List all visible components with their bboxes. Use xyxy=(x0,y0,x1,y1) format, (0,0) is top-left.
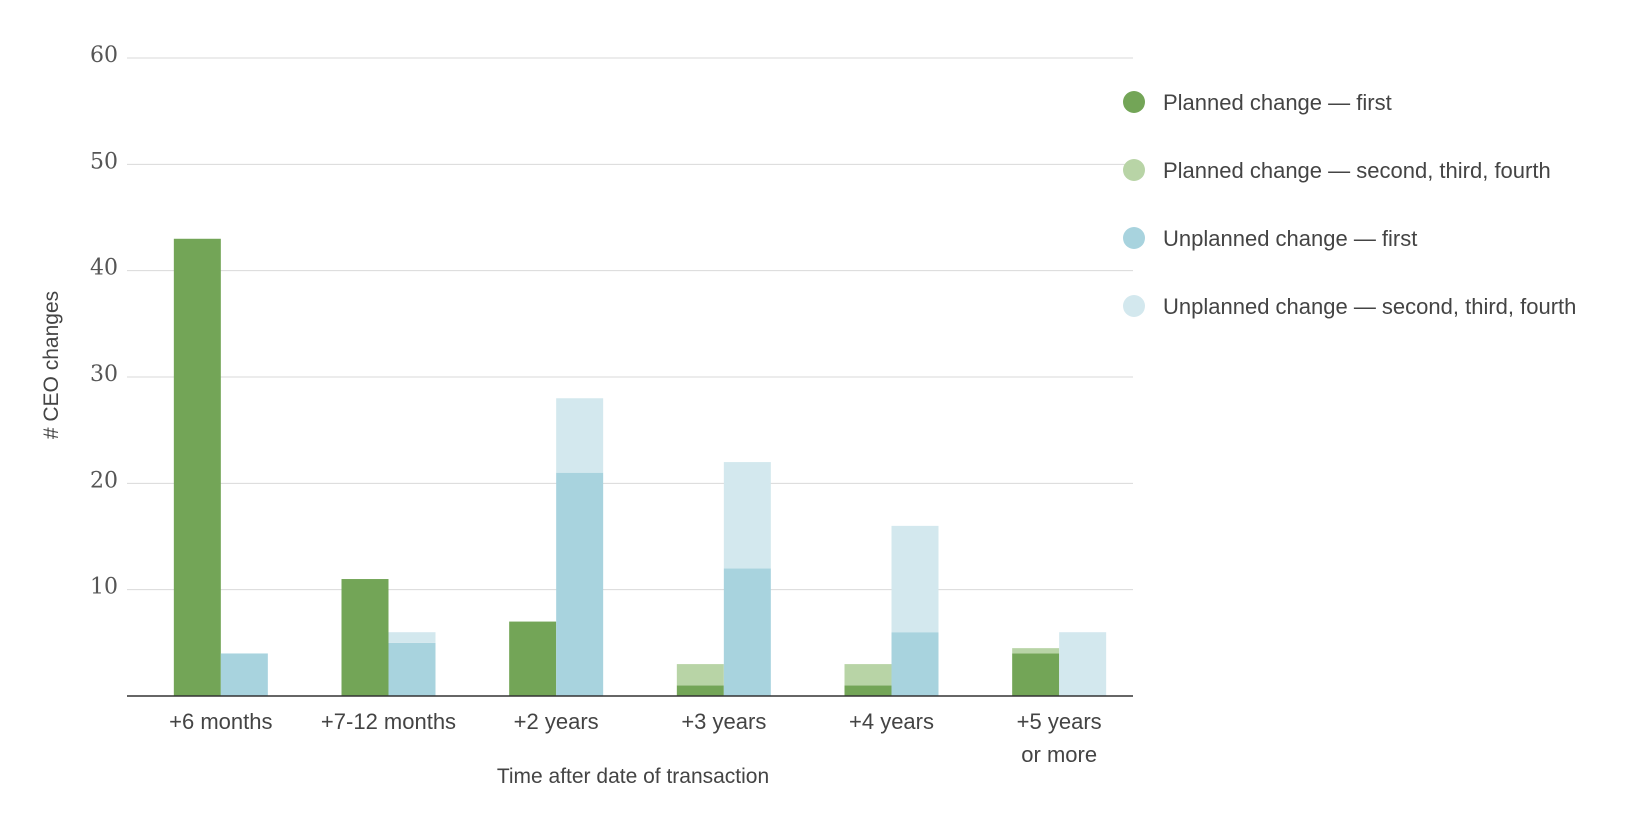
bar xyxy=(341,579,389,696)
y-axis-title: # CEO changes xyxy=(40,291,63,439)
legend-swatch xyxy=(1123,295,1145,317)
axes: 10 20 30 40 50 60 +6 months +7-12 months +2 year… xyxy=(90,43,1133,767)
x-tick-label: +2 years xyxy=(514,709,599,734)
legend: Planned change — first Planned change — s… xyxy=(1123,90,1576,319)
legend-label: Planned change — second, third, fourth xyxy=(1163,158,1551,183)
legend-label: Planned change — first xyxy=(1163,90,1392,115)
x-tick-label: or more xyxy=(1021,742,1097,767)
bar xyxy=(844,664,892,686)
legend-swatch xyxy=(1123,227,1145,249)
y-tick-label: 10 xyxy=(90,575,118,600)
y-tick-label: 50 xyxy=(90,149,118,174)
bar xyxy=(388,642,436,696)
x-tick-label: +3 years xyxy=(681,709,766,734)
y-tick-label: 40 xyxy=(90,256,118,281)
bar xyxy=(509,621,557,696)
bar xyxy=(1012,653,1060,696)
bar xyxy=(844,685,892,696)
legend-label: Unplanned change — second, third, fourth xyxy=(1163,294,1576,319)
bar xyxy=(891,632,939,696)
y-tick-label: 30 xyxy=(90,362,118,387)
bar xyxy=(173,238,221,696)
bar xyxy=(676,664,724,686)
bar xyxy=(556,472,604,696)
legend-swatch xyxy=(1123,159,1145,181)
gridlines xyxy=(127,57,1133,591)
bar xyxy=(891,525,939,633)
bars xyxy=(173,238,1107,696)
bar xyxy=(388,632,436,643)
x-tick-label: +7-12 months xyxy=(321,709,456,734)
y-tick-label: 60 xyxy=(90,43,118,68)
bar xyxy=(676,685,724,696)
x-tick-label: +4 years xyxy=(849,709,934,734)
bar xyxy=(1059,632,1107,696)
x-tick-label: +6 months xyxy=(169,709,272,734)
y-tick-label: 20 xyxy=(90,468,118,493)
bar xyxy=(556,398,604,473)
x-axis-title: Time after date of transaction xyxy=(497,765,769,788)
bar xyxy=(723,568,771,696)
bar xyxy=(723,462,771,569)
legend-swatch xyxy=(1123,91,1145,113)
legend-label: Unplanned change — first xyxy=(1163,226,1417,251)
x-tick-label: +5 years xyxy=(1017,709,1102,734)
bar xyxy=(1012,648,1060,654)
bar xyxy=(220,653,268,696)
